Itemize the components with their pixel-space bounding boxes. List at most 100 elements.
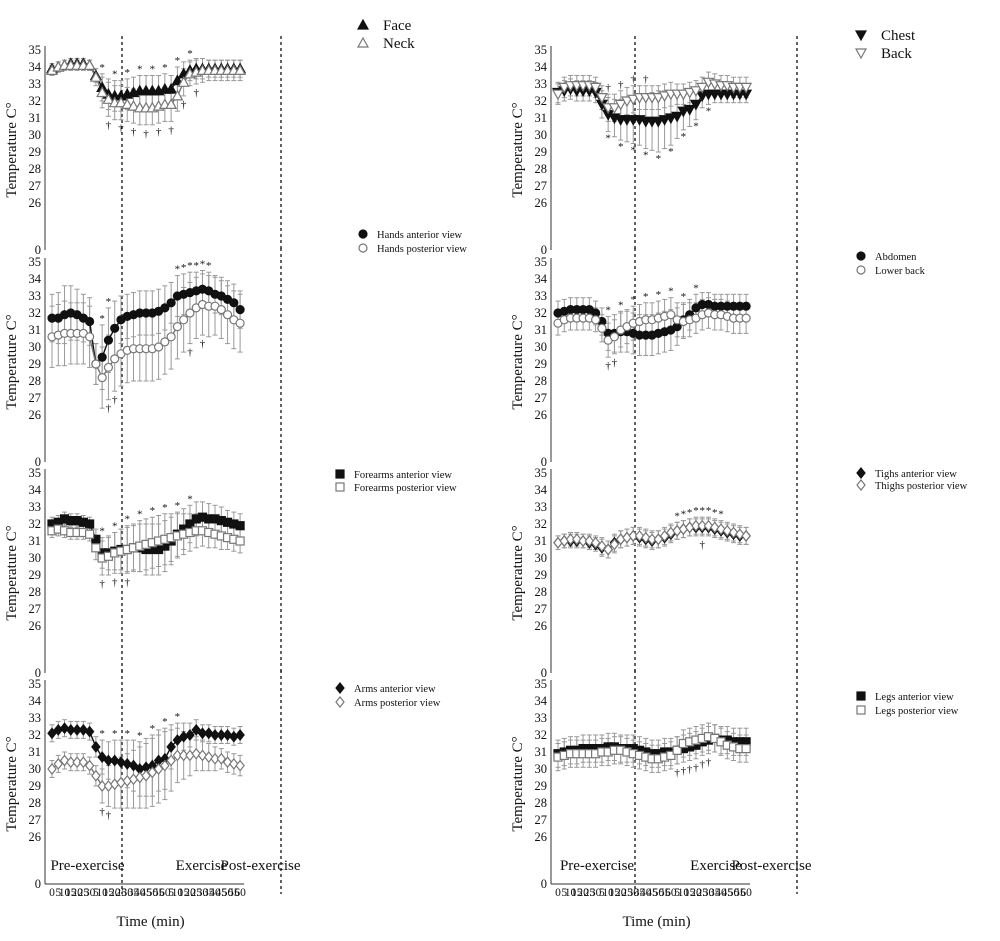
- significance-star: *: [630, 294, 636, 306]
- data-point: [165, 82, 178, 94]
- x-tick-label: 25: [190, 887, 202, 899]
- y-tick-label: 34: [29, 483, 42, 497]
- y-tick-label: 35: [535, 677, 548, 691]
- data-point: [652, 116, 665, 128]
- significance-star: *: [699, 505, 705, 517]
- y-tick-label: 31: [29, 323, 42, 337]
- x-tick-label: 40: [134, 887, 146, 899]
- significance-star: *: [674, 510, 680, 522]
- data-point: [709, 521, 720, 534]
- significance-dagger: †: [106, 809, 112, 821]
- x-tick-label: 5: [55, 887, 61, 899]
- data-point: [666, 750, 676, 761]
- phase-label: Post-exercise: [221, 858, 301, 874]
- y-tick-label: 26: [29, 196, 42, 210]
- data-point: [235, 521, 245, 531]
- phase-label: Exercise: [690, 858, 742, 874]
- x-axis-title: Time (min): [116, 914, 184, 930]
- data-point: [696, 82, 709, 94]
- x-tick-label: 15: [684, 887, 696, 899]
- x-tick-label: 55: [734, 887, 746, 899]
- x-tick-label: 30: [590, 887, 602, 899]
- data-point: [128, 759, 139, 772]
- x-tick-label: 45: [140, 887, 152, 899]
- legend-label: Face: [383, 18, 412, 34]
- data-point: [553, 536, 563, 549]
- data-point: [641, 531, 651, 544]
- x-tick-label: 40: [715, 887, 727, 899]
- x-tick-label: 15: [103, 887, 115, 899]
- legend-label: Lower back: [875, 266, 926, 277]
- y-tick-label: 33: [535, 77, 548, 91]
- significance-dagger: †: [605, 82, 611, 94]
- y-tick-label: 34: [29, 694, 42, 708]
- phase-label: Exercise: [176, 858, 228, 874]
- significance-star: *: [681, 291, 687, 303]
- data-point: [590, 536, 601, 549]
- data-point: [91, 740, 101, 753]
- significance-star: *: [106, 296, 112, 308]
- y-axis-label: Temperature C°: [4, 102, 20, 197]
- significance-star: *: [187, 493, 193, 505]
- significance-star: *: [187, 48, 193, 60]
- legend-label: Chest: [881, 28, 916, 44]
- legend-label: Neck: [383, 36, 415, 52]
- data-point: [102, 93, 115, 104]
- x-tick-label: 45: [722, 887, 734, 899]
- panel-arms: 35 34 33 32 31 30 29 28 27 26 0 Temperature C° * * * * *…: [4, 670, 441, 930]
- data-point: [47, 763, 57, 775]
- legend-label: Abdomen: [875, 252, 917, 263]
- y-tick-label: 33: [29, 77, 42, 91]
- data-point: [609, 538, 620, 551]
- x-tick-label: 20: [71, 887, 83, 899]
- significance-dagger: †: [181, 99, 187, 111]
- legend-marker: [856, 251, 866, 261]
- data-point: [197, 749, 208, 762]
- legend-marker: [854, 48, 868, 60]
- data-point: [89, 70, 102, 82]
- x-tick-label: 20: [690, 887, 702, 899]
- data-point: [84, 759, 95, 772]
- data-point: [166, 332, 176, 342]
- y-tick-label: 28: [535, 374, 548, 388]
- phase-label: Post-exercise: [732, 858, 812, 874]
- significance-star: *: [112, 728, 118, 740]
- significance-dagger: †: [99, 806, 105, 818]
- data-point: [608, 103, 621, 115]
- data-point: [121, 98, 134, 110]
- x-tick-label: 25: [115, 887, 127, 899]
- y-tick-label: 26: [535, 408, 548, 422]
- data-point: [728, 526, 739, 539]
- data-point: [185, 308, 195, 318]
- data-point: [47, 727, 57, 740]
- x-tick-label: 50: [728, 887, 740, 899]
- x-tick-label: 55: [153, 887, 165, 899]
- x-tick-label: 20: [577, 887, 589, 899]
- y-tick-label: 30: [535, 340, 548, 354]
- x-tick-label: 40: [640, 887, 652, 899]
- y-tick-label: 27: [535, 813, 548, 827]
- data-point: [178, 749, 189, 762]
- x-tick-label: 50: [222, 887, 234, 899]
- x-tick-label: 15: [609, 887, 621, 899]
- legend-marker: [358, 229, 368, 239]
- y-tick-label: 35: [535, 43, 548, 57]
- data-point: [222, 310, 233, 320]
- y-tick-label: 0: [35, 455, 41, 469]
- significance-star: *: [112, 69, 118, 81]
- y-tick-label: 35: [29, 677, 42, 691]
- significance-star: *: [162, 62, 168, 74]
- significance-dagger: †: [706, 757, 712, 769]
- y-tick-label: 32: [29, 517, 42, 531]
- y-axis-label: Temperature C°: [510, 736, 526, 831]
- significance-star: *: [206, 260, 212, 272]
- significance-star: *: [712, 507, 718, 519]
- y-tick-label: 30: [29, 340, 42, 354]
- y-tick-label: 26: [29, 830, 42, 844]
- significance-dagger: †: [156, 126, 162, 138]
- data-point: [558, 82, 571, 94]
- data-point: [59, 754, 70, 767]
- x-tick-label: 0: [555, 887, 561, 899]
- y-tick-label: 27: [29, 602, 42, 616]
